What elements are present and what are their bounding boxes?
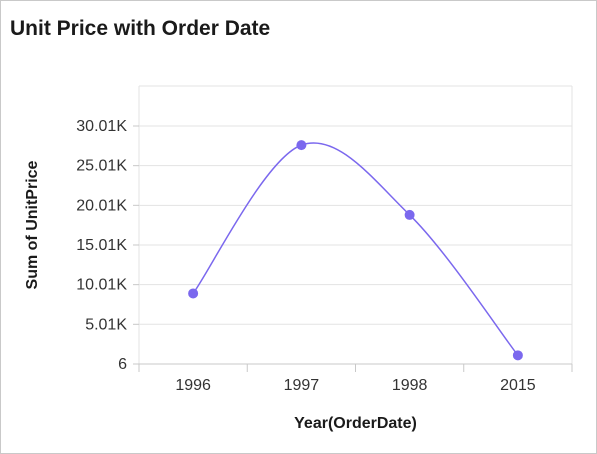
- x-axis-title: Year(OrderDate): [294, 415, 417, 432]
- data-point: [512, 350, 523, 361]
- x-tick-label: 1996: [175, 377, 211, 394]
- x-tick-label: 1997: [284, 377, 320, 394]
- y-axis-ticks: 6 5.01K 10.01K 15.01K 20.01K 25.01K 30.01K: [76, 118, 139, 373]
- y-tick-label: 15.01K: [76, 237, 127, 254]
- x-tick-label: 1998: [392, 377, 428, 394]
- y-tick-label: 20.01K: [76, 197, 127, 214]
- x-axis: 1996 1997 1998 2015: [138, 363, 573, 394]
- series-line: [192, 142, 519, 356]
- y-tick-label: 25.01K: [76, 158, 127, 175]
- y-axis-title: Sum of UnitPrice: [24, 160, 41, 289]
- y-tick-label: 10.01K: [76, 277, 127, 294]
- data-point: [188, 288, 199, 299]
- data-point: [296, 140, 307, 151]
- chart-title: Unit Price with Order Date: [10, 17, 271, 40]
- y-tick-label: 30.01K: [76, 118, 127, 135]
- data-point: [404, 209, 415, 220]
- series-layer: [188, 140, 523, 361]
- y-tick-label: 6: [118, 356, 127, 373]
- grid-lines: [138, 85, 573, 365]
- x-tick-label: 2015: [500, 377, 536, 394]
- y-tick-label: 5.01K: [85, 316, 127, 333]
